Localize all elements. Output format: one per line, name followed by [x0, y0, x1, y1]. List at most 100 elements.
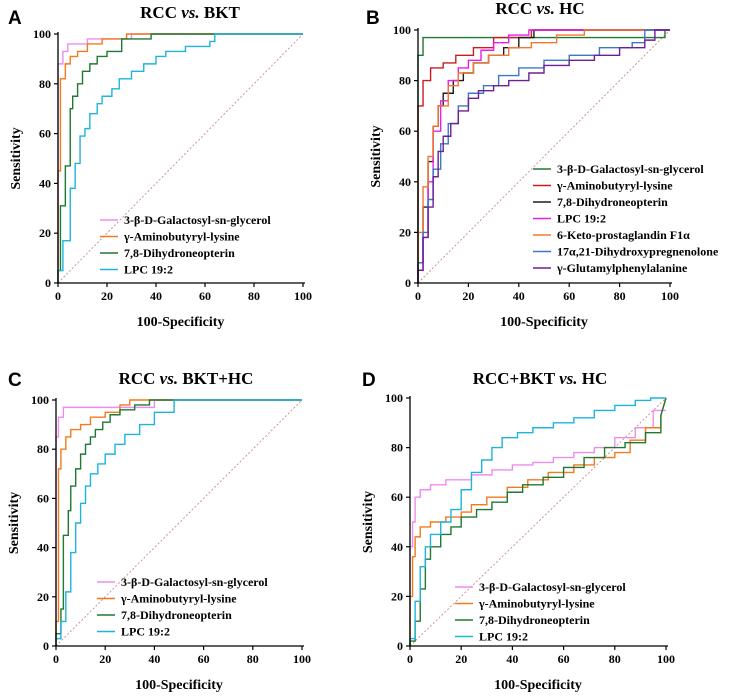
- panel-d: D RCC+BKT vs. HC 0 20 40 60 80 100 0 20 40 60 80 100 1…: [361, 369, 675, 693]
- legend: 3-β-D-Galactosyl-sn-glycerol γ-Aminobutyr…: [455, 580, 626, 644]
- roc-curve-7: [417, 29, 670, 283]
- y-tick-label: 100: [393, 23, 411, 37]
- chart-title-part: BKT+HC: [178, 369, 253, 388]
- chart-title-part: RCC: [140, 3, 181, 22]
- roc-curve-2: [417, 29, 670, 283]
- chart-title-part: vs.: [536, 0, 554, 18]
- y-axis-label: Sensitivity: [9, 127, 24, 189]
- y-tick-label: 60: [399, 124, 411, 138]
- legend-entry: 3-β-D-Galactosyl-sn-glycerol: [557, 162, 704, 176]
- reference-diagonal: [409, 397, 667, 647]
- x-tick-label: 0: [55, 289, 61, 303]
- legend-entry: LPC 19:2: [557, 212, 606, 226]
- x-tick-label: 40: [148, 652, 160, 666]
- legend-entry: γ-Aminobutyryl-lysine: [478, 597, 595, 611]
- roc-curve-2: [55, 399, 302, 646]
- y-tick-label: 80: [391, 441, 403, 455]
- y-tick-label: 100: [31, 393, 49, 407]
- x-tick-label: 60: [198, 652, 210, 666]
- x-tick-label: 80: [247, 652, 259, 666]
- y-tick-label: 0: [405, 276, 411, 290]
- chart-title-part: vs.: [559, 369, 577, 388]
- x-tick-label: 80: [609, 652, 621, 666]
- y-axis-label: Sensitivity: [7, 492, 22, 554]
- y-tick-label: 100: [33, 27, 51, 41]
- roc-curve-1: [55, 399, 302, 646]
- x-tick-label: 100: [293, 652, 311, 666]
- y-tick-label: 100: [385, 391, 403, 405]
- chart-title-part: vs.: [181, 3, 199, 22]
- chart-title-part: vs.: [160, 369, 178, 388]
- legend-entry: γ-Aminobutyryl-lysine: [120, 592, 237, 606]
- x-tick-label: 60: [563, 289, 575, 303]
- x-tick-label: 20: [99, 652, 111, 666]
- x-tick-label: 60: [558, 652, 570, 666]
- chart-title-part: BKT: [200, 3, 241, 22]
- panel-c: C RCC vs. BKT+HC 0 20 40 60 80 100 0 20 40 60 80 100 1…: [7, 369, 311, 693]
- y-tick-label: 20: [399, 225, 411, 239]
- y-tick-label: 80: [37, 442, 49, 456]
- y-tick-label: 60: [391, 490, 403, 504]
- legend-entry: 3-β-D-Galactosyl-sn-glycerol: [124, 213, 271, 227]
- chart-title: RCC vs. HC: [495, 0, 584, 18]
- chart-title-part: RCC+BKT: [473, 369, 559, 388]
- roc-curve-2: [57, 33, 303, 283]
- panel-letter: B: [366, 8, 380, 29]
- roc-curve-1: [409, 409, 666, 646]
- y-tick-label: 60: [39, 127, 51, 141]
- legend: 3-β-D-Galactosyl-sn-glycerol γ-Aminobutyr…: [533, 162, 719, 275]
- x-tick-label: 100: [661, 289, 679, 303]
- x-tick-label: 100: [294, 289, 312, 303]
- legend: 3-β-D-Galactosyl-sn-glycerol γ-Aminobutyr…: [100, 213, 271, 277]
- x-tick-label: 0: [407, 652, 413, 666]
- x-tick-label: 0: [53, 652, 59, 666]
- reference-diagonal: [417, 29, 671, 284]
- panel-b: B RCC vs. HC 0 20 40 60 80 100 0 20 40 60 80 100 100-S…: [366, 0, 719, 330]
- y-tick-label: 40: [37, 541, 49, 555]
- legend-entry: 6-Keto-prostaglandin F1α: [557, 228, 690, 242]
- x-tick-label: 80: [614, 289, 626, 303]
- x-tick-label: 60: [199, 289, 211, 303]
- x-axis-label: 100-Specificity: [494, 678, 582, 693]
- panel-letter: C: [8, 370, 22, 391]
- y-tick-label: 40: [391, 540, 403, 554]
- x-axis-label: 100-Specificity: [135, 678, 223, 693]
- panel-letter: D: [362, 370, 376, 391]
- x-tick-label: 40: [506, 652, 518, 666]
- legend-entry: 7,8-Dihydroneopterin: [121, 608, 232, 622]
- legend-entry: 7,8-Dihydroneopterin: [557, 195, 668, 209]
- panel-a: A RCC vs. BKT 0 20 40 60 80 100 0 20 40 60 80 100 100-…: [8, 3, 312, 330]
- x-axis-label: 100-Specificity: [500, 315, 588, 330]
- x-tick-label: 80: [248, 289, 260, 303]
- chart-title: RCC+BKT vs. HC: [473, 369, 608, 388]
- x-tick-label: 20: [101, 289, 113, 303]
- y-axis-label: Sensitivity: [369, 125, 384, 187]
- y-tick-label: 0: [43, 639, 49, 653]
- y-axis-label: Sensitivity: [361, 491, 376, 553]
- x-tick-label: 0: [415, 289, 421, 303]
- y-tick-label: 80: [399, 74, 411, 88]
- y-tick-label: 0: [45, 276, 51, 290]
- y-tick-label: 0: [397, 639, 403, 653]
- legend-entry: LPC 19:2: [124, 263, 173, 277]
- legend-entry: 7,8-Dihydroneopterin: [124, 246, 235, 260]
- roc-curve-3: [57, 33, 303, 283]
- y-tick-label: 20: [391, 589, 403, 603]
- roc-curve-6: [417, 29, 670, 283]
- y-tick-label: 80: [39, 77, 51, 91]
- chart-title-part: HC: [578, 369, 608, 388]
- legend-entry: LPC 19:2: [121, 625, 170, 639]
- legend-entry: 17α,21-Dihydroxypregnenolone: [557, 245, 719, 259]
- legend-entry: 7,8-Dihydroneopterin: [479, 613, 590, 627]
- legend-entry: 3-β-D-Galactosyl-sn-glycerol: [479, 580, 626, 594]
- x-tick-label: 100: [657, 652, 675, 666]
- x-tick-label: 20: [455, 652, 467, 666]
- panel-letter: A: [8, 8, 22, 29]
- roc-curve-1: [57, 33, 303, 283]
- x-tick-label: 40: [513, 289, 525, 303]
- roc-curve-3: [409, 397, 667, 646]
- chart-title-part: RCC: [119, 369, 160, 388]
- x-tick-label: 40: [150, 289, 162, 303]
- legend-entry: 3-β-D-Galactosyl-sn-glycerol: [121, 575, 268, 589]
